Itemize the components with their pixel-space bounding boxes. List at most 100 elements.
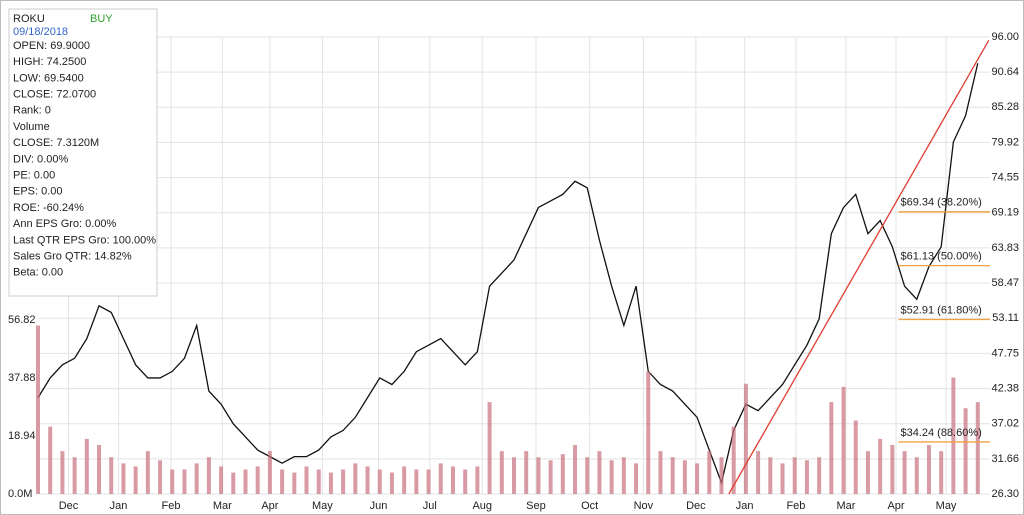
x-tick-label: Feb [786,500,805,512]
volume-bar [353,463,358,494]
info-line: LOW: 69.5400 [13,72,84,84]
info-line: CLOSE: 7.3120M [13,137,99,149]
volume-bar [97,444,102,494]
x-tick-label: Dec [686,500,706,512]
info-line: HIGH: 74.2500 [13,56,86,68]
volume-bar [109,457,114,494]
volume-bar [463,469,468,494]
volume-bar [890,444,895,494]
volume-bar [719,457,724,494]
date: 09/18/2018 [13,26,68,38]
volume-bar [72,457,77,494]
volume-bar [316,469,321,494]
volume-bar [255,466,260,494]
fib-label: $61.13 (50.00%) [900,251,981,263]
volume-bar [804,460,809,494]
volume-bar [341,469,346,494]
y-tick-label: 31.66 [991,453,1019,465]
y-tick-label: 42.38 [991,382,1019,394]
x-tick-label: Jul [423,500,437,512]
volume-bar [878,438,883,494]
fib-label: $52.91 (61.80%) [900,304,981,316]
info-line: OPEN: 69.9000 [13,40,90,52]
volume-bar [634,463,639,494]
volume-bar [133,466,138,494]
x-tick-label: Apr [261,500,278,512]
volume-bar [536,457,541,494]
fib-label: $69.34 (38.20%) [900,197,981,209]
info-line: PE: 0.00 [13,170,55,182]
info-line: Last QTR EPS Gro: 100.00% [13,234,156,246]
trend-line [728,39,990,495]
volume-bar [975,402,980,494]
y-tick-label: 85.28 [991,101,1019,113]
volume-bar [914,457,919,494]
volume-bar [280,469,285,494]
volume-bar [768,457,773,494]
y2-tick-label: 37.88 [8,372,36,384]
y-tick-label: 63.83 [991,242,1019,254]
y-tick-label: 74.55 [991,172,1019,184]
y-tick-label: 37.02 [991,418,1019,430]
y-tick-label: 96.00 [991,31,1019,43]
x-tick-label: May [936,500,957,512]
volume-bar [402,466,407,494]
volume-bar [267,451,272,494]
volume-bar [158,460,163,494]
y2-tick-label: 0.0M [8,488,32,500]
fib-label: $34.24 (88.60%) [900,427,981,439]
ticker: ROKU [13,13,45,25]
volume-bar [731,426,736,494]
volume-bar [743,383,748,494]
volume-bar [548,460,553,494]
volume-bar [243,469,248,494]
x-tick-label: Jan [736,500,754,512]
x-tick-label: May [312,500,333,512]
info-line: Rank: 0 [13,105,51,117]
volume-bar [487,402,492,494]
volume-bar [182,469,187,494]
volume-bar [36,325,40,494]
y-tick-label: 58.47 [991,277,1019,289]
volume-bar [365,466,370,494]
x-tick-label: Jan [110,500,128,512]
volume-bar [841,386,846,494]
volume-bar [609,460,614,494]
x-tick-label: Oct [581,500,598,512]
info-box [8,8,158,297]
volume-bar [194,463,199,494]
info-line: DIV: 0.00% [13,153,68,165]
volume-bar [292,472,297,494]
volume-bar [707,451,712,494]
x-tick-label: Sep [526,500,546,512]
volume-bar [939,451,944,494]
volume-bar [658,451,663,494]
y-tick-label: 69.19 [991,207,1019,219]
info-line: Sales Gro QTR: 14.82% [13,251,132,263]
y-tick-label: 53.11 [992,312,1019,324]
volume-bar [304,466,309,494]
volume-bar [670,457,675,494]
volume-bar [524,451,529,494]
volume-bar [121,463,126,494]
volume-bar [560,454,565,494]
volume-bar [780,463,785,494]
x-tick-label: Feb [162,500,181,512]
price-line [37,63,979,486]
info-line: Volume [13,121,50,133]
x-tick-label: Mar [213,500,232,512]
volume-bar [756,451,761,494]
signal: BUY [90,13,113,25]
volume-bar [206,457,211,494]
volume-bar [512,457,516,494]
volume-bar [414,469,419,494]
volume-bar [475,466,480,494]
volume-bar [902,451,907,494]
y-tick-label: 79.92 [991,136,1019,148]
volume-bar [926,444,931,494]
info-line: CLOSE: 72.0700 [13,89,96,101]
volume-bar [951,377,956,494]
volume-bar [682,460,687,494]
volume-bar [792,457,797,494]
volume-bar [450,466,455,494]
